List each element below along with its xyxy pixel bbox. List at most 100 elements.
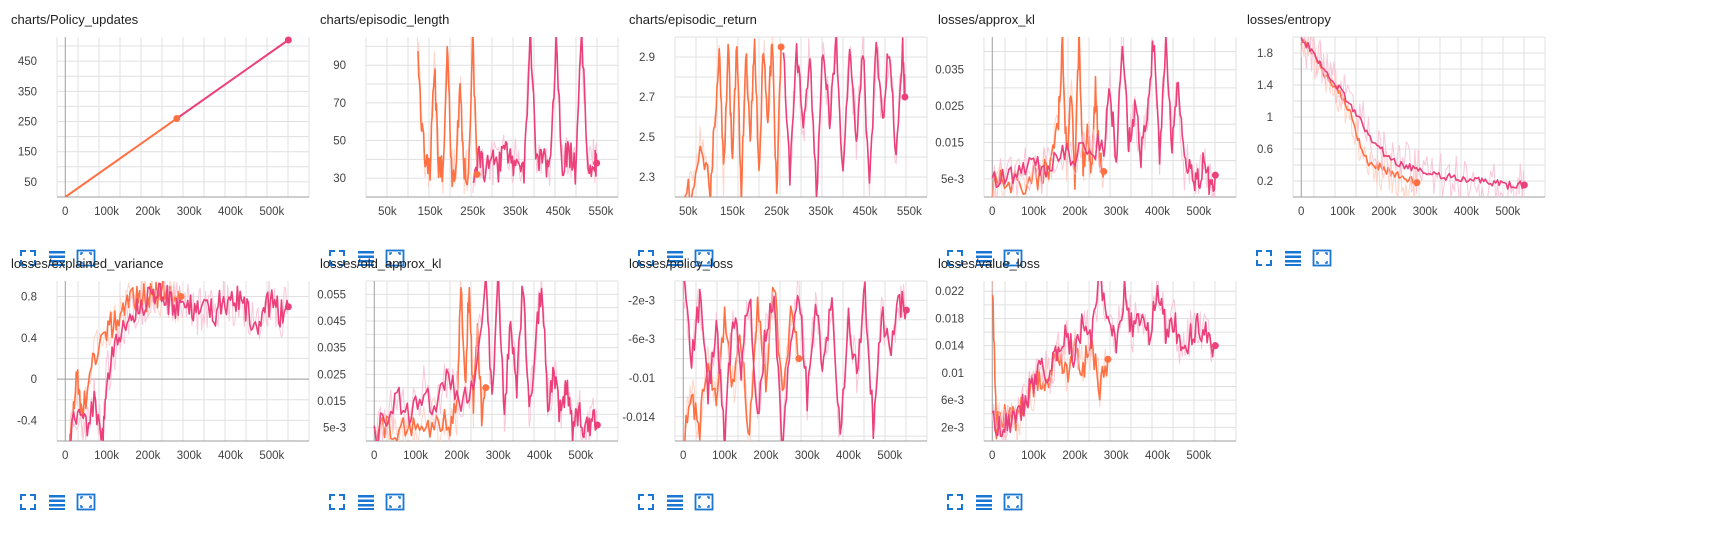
chart-title: losses/entropy <box>1247 12 1331 27</box>
data-table-icon[interactable] <box>47 248 67 268</box>
y-tick-label: -2e-3 <box>628 295 655 307</box>
series-raw-pink <box>991 281 1216 441</box>
x-tick-label: 500k <box>1186 206 1211 218</box>
chart-title: losses/explained_variance <box>11 256 164 271</box>
y-tick-label: -0.014 <box>622 412 655 424</box>
series-end-marker-orange <box>777 43 785 51</box>
y-tick-label: 70 <box>333 98 346 110</box>
x-tick-label: 0 <box>989 206 995 218</box>
series-end-marker-orange <box>177 292 185 300</box>
series-end-marker-pink <box>1211 342 1219 350</box>
chart-plot-policy_updates[interactable]: 0 100k 200k 300k 400k 500k 50 150 250 350 450 <box>0 0 320 240</box>
fit-domain-icon[interactable] <box>385 248 405 268</box>
chart-title: losses/old_approx_kl <box>320 256 442 271</box>
x-tick-label: 300k <box>1104 206 1129 218</box>
x-tick-label: 100k <box>94 206 119 218</box>
y-tick-label: 0.035 <box>935 65 964 77</box>
x-tick-label: 0 <box>371 450 377 462</box>
chart-card-episodic_length: charts/episodic_length 50k 150k 250k 350k 450… <box>309 0 639 267</box>
fullscreen-icon[interactable] <box>18 248 38 268</box>
series-end-marker-pink <box>1211 171 1219 179</box>
y-tick-label: -0.4 <box>17 415 37 427</box>
x-tick-label: 350k <box>503 206 528 218</box>
fullscreen-icon[interactable] <box>1254 248 1274 268</box>
x-tick-label: 400k <box>527 450 552 462</box>
chart-plot-policy_loss[interactable]: 0 100k 200k 300k 400k 500k -0.014 -0.01 -6e-3 -2e… <box>618 244 938 484</box>
data-table-icon[interactable] <box>47 492 67 512</box>
chart-card-entropy: losses/entropy 0 100k 200k 300k 400k 500k 0.2 0.… <box>1236 0 1566 267</box>
fullscreen-icon[interactable] <box>636 248 656 268</box>
y-tick-label: 0.018 <box>935 313 964 325</box>
x-tick-label: 200k <box>1062 450 1087 462</box>
x-tick-label: 500k <box>1495 206 1520 218</box>
x-tick-label: 0 <box>680 450 686 462</box>
data-table-icon[interactable] <box>974 248 994 268</box>
x-tick-label: 200k <box>135 206 160 218</box>
y-tick-label: -6e-3 <box>628 334 655 346</box>
y-tick-label: 350 <box>18 86 37 98</box>
fit-domain-icon[interactable] <box>1003 248 1023 268</box>
series-raw-pink <box>375 281 598 441</box>
x-tick-label: 100k <box>712 450 737 462</box>
x-tick-label: 100k <box>1021 206 1046 218</box>
fullscreen-icon[interactable] <box>636 492 656 512</box>
chart-plot-value_loss[interactable]: 0 100k 200k 300k 400k 500k 2e-3 6e-3 0.01 0.014 0.… <box>927 244 1247 484</box>
fit-domain-icon[interactable] <box>1003 492 1023 512</box>
fullscreen-icon[interactable] <box>945 248 965 268</box>
y-tick-label: 1.4 <box>1257 80 1274 92</box>
x-tick-label: 300k <box>177 206 202 218</box>
y-tick-label: 0.025 <box>317 369 346 381</box>
x-tick-label: 300k <box>486 450 511 462</box>
y-tick-label: 1.8 <box>1257 48 1273 60</box>
data-table-icon[interactable] <box>665 248 685 268</box>
chart-plot-approx_kl[interactable]: 0 100k 200k 300k 400k 500k 5e-3 0.015 0.025 0.035 <box>927 0 1247 240</box>
x-tick-label: 200k <box>1062 206 1087 218</box>
chart-plot-episodic_length[interactable]: 50k 150k 250k 350k 450k 550k 30 50 70 90 <box>309 0 629 240</box>
fullscreen-icon[interactable] <box>945 492 965 512</box>
fullscreen-icon[interactable] <box>18 492 38 512</box>
fit-domain-icon[interactable] <box>76 492 96 512</box>
fit-domain-icon[interactable] <box>694 248 714 268</box>
x-tick-label: 400k <box>1454 206 1479 218</box>
fit-domain-icon[interactable] <box>76 248 96 268</box>
chart-plot-entropy[interactable]: 0 100k 200k 300k 400k 500k 0.2 0.6 1 1.4 1.8 <box>1236 0 1556 240</box>
data-table-icon[interactable] <box>356 492 376 512</box>
y-tick-label: 2.7 <box>639 92 655 104</box>
x-tick-label: 500k <box>259 206 284 218</box>
x-tick-label: 400k <box>218 450 243 462</box>
x-tick-label: 100k <box>1330 206 1355 218</box>
series-end-marker-pink <box>284 36 292 44</box>
grid <box>365 280 619 442</box>
fullscreen-icon[interactable] <box>327 492 347 512</box>
chart-card-old_approx_kl: losses/old_approx_kl 0 100k 200k 300k 400k 500… <box>309 244 639 511</box>
chart-card-explained_variance: losses/explained_variance 0 100k 200k 300k 40… <box>0 244 330 511</box>
x-tick-label: 100k <box>1021 450 1046 462</box>
fit-domain-icon[interactable] <box>385 492 405 512</box>
series-end-marker-pink <box>284 303 292 311</box>
chart-title: losses/approx_kl <box>938 12 1035 27</box>
x-tick-label: 500k <box>568 450 593 462</box>
x-tick-label: 400k <box>1145 450 1170 462</box>
fullscreen-icon[interactable] <box>327 248 347 268</box>
data-table-icon[interactable] <box>1283 248 1303 268</box>
chart-plot-episodic_return[interactable]: 50k 150k 250k 350k 450k 550k 2.3 2.5 2.7 2.9 <box>618 0 938 240</box>
x-tick-label: 400k <box>1145 206 1170 218</box>
x-tick-label: 150k <box>418 206 443 218</box>
series-line-pink <box>782 37 906 197</box>
series-line-orange <box>64 117 178 197</box>
data-table-icon[interactable] <box>356 248 376 268</box>
data-table-icon[interactable] <box>974 492 994 512</box>
y-tick-label: 0.2 <box>1257 176 1273 188</box>
series-end-marker-pink <box>901 93 909 101</box>
y-tick-label: 0.8 <box>21 291 37 303</box>
chart-plot-explained_variance[interactable]: 0 100k 200k 300k 400k 500k -0.4 0 0.4 0.8 <box>0 244 320 484</box>
y-tick-label: 30 <box>333 173 346 185</box>
fit-domain-icon[interactable] <box>694 492 714 512</box>
chart-title: charts/Policy_updates <box>11 12 139 27</box>
y-tick-label: 2e-3 <box>941 422 964 434</box>
x-tick-label: 400k <box>836 450 861 462</box>
y-tick-label: 5e-3 <box>323 423 346 435</box>
chart-plot-old_approx_kl[interactable]: 0 100k 200k 300k 400k 500k 5e-3 0.015 0.025 0.035… <box>309 244 629 484</box>
data-table-icon[interactable] <box>665 492 685 512</box>
fit-domain-icon[interactable] <box>1312 248 1332 268</box>
